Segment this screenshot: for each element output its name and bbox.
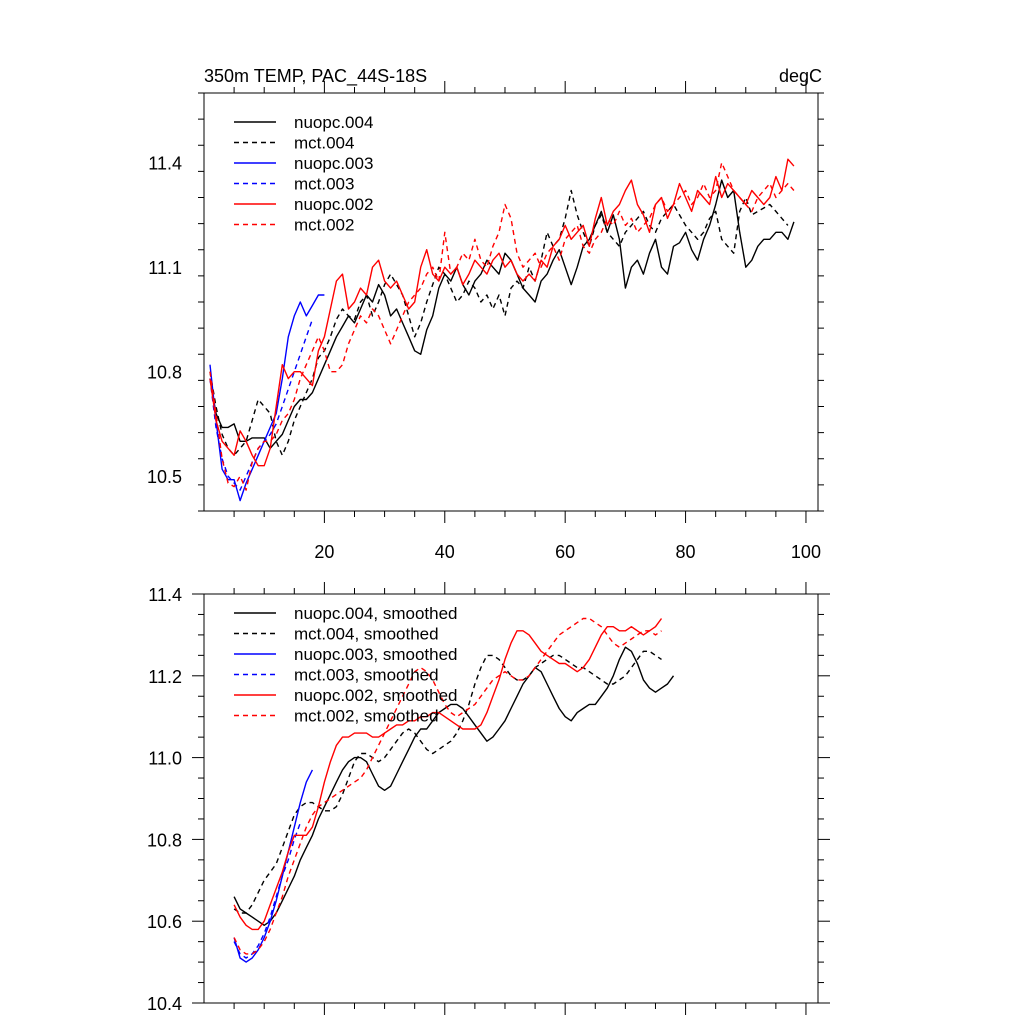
- y-tick-label: 10.5: [147, 467, 182, 487]
- legend-label-nuopc-002-smoothed: nuopc.002, smoothed: [294, 686, 458, 705]
- x-tick-label: 60: [555, 542, 575, 562]
- series-line-nuopc-004: [209, 179, 795, 449]
- x-tick-label: 20: [314, 542, 334, 562]
- y-tick-label: 10.8: [147, 830, 182, 850]
- panel-bottom: 10.4 10.6 10.8 11.0 11.2 11.4 nuopc.004, smoo…: [147, 582, 830, 1015]
- series-line-mct-002: [209, 161, 795, 491]
- series-line-mct-004-smoothed: [233, 650, 662, 914]
- y-tick-label: 10.8: [147, 363, 182, 383]
- series-line-nuopc-002-smoothed: [233, 618, 663, 931]
- chart-title: 350m TEMP, PAC_44S-18S: [204, 66, 427, 87]
- legend-label-mct-003: mct.003: [294, 175, 354, 194]
- series-group-bottom: [233, 617, 675, 963]
- x-tick-label: 40: [435, 542, 455, 562]
- axis-ticks-bottom: 10.4 10.6 10.8 11.0 11.2 11.4: [147, 582, 830, 1015]
- series-line-nuopc-003-smoothed: [233, 769, 314, 963]
- series-line-mct-002-smoothed: [233, 617, 662, 955]
- series-line-nuopc-004-smoothed: [233, 646, 675, 926]
- series-group-top: [209, 158, 795, 502]
- units-label: degC: [779, 66, 822, 86]
- legend-label-mct-002: mct.002: [294, 216, 354, 235]
- x-tick-label: 80: [676, 542, 696, 562]
- x-tick-label: 100: [791, 542, 821, 562]
- y-tick-label: 10.4: [147, 994, 182, 1014]
- series-line-nuopc-002: [209, 158, 795, 467]
- y-tick-label: 11.4: [148, 585, 182, 605]
- legend-label-nuopc-003-smoothed: nuopc.003, smoothed: [294, 645, 458, 664]
- series-line-mct-003-smoothed: [233, 822, 301, 959]
- legend-label-nuopc-003: nuopc.003: [294, 154, 373, 173]
- legend-label-mct-004-smoothed: mct.004, smoothed: [294, 625, 439, 644]
- y-tick-label: 10.6: [147, 912, 182, 932]
- series-line-mct-004: [209, 189, 789, 456]
- y-tick-label: 11.1: [148, 258, 182, 278]
- legend-label-nuopc-004-smoothed: nuopc.004, smoothed: [294, 604, 458, 623]
- legend-label-mct-004: mct.004: [294, 134, 354, 153]
- series-line-mct-003: [209, 319, 314, 491]
- legend-label-mct-002-smoothed: mct.002, smoothed: [294, 707, 439, 726]
- y-tick-label: 11.2: [148, 667, 182, 687]
- y-tick-label: 11.4: [148, 154, 182, 174]
- y-tick-label: 11.0: [148, 749, 182, 769]
- axis-ticks-top: 10.5 10.8 11.1 11.4 20 40 60 80 100: [147, 81, 824, 562]
- legend-label-mct-003-smoothed: mct.003, smoothed: [294, 666, 439, 685]
- legend-label-nuopc-004: nuopc.004: [294, 113, 373, 132]
- series-line-nuopc-003: [209, 294, 325, 502]
- legend-label-nuopc-002: nuopc.002: [294, 195, 373, 214]
- panel-top: 350m TEMP, PAC_44S-18S degC 10.5 10.8 11.1…: [147, 66, 824, 562]
